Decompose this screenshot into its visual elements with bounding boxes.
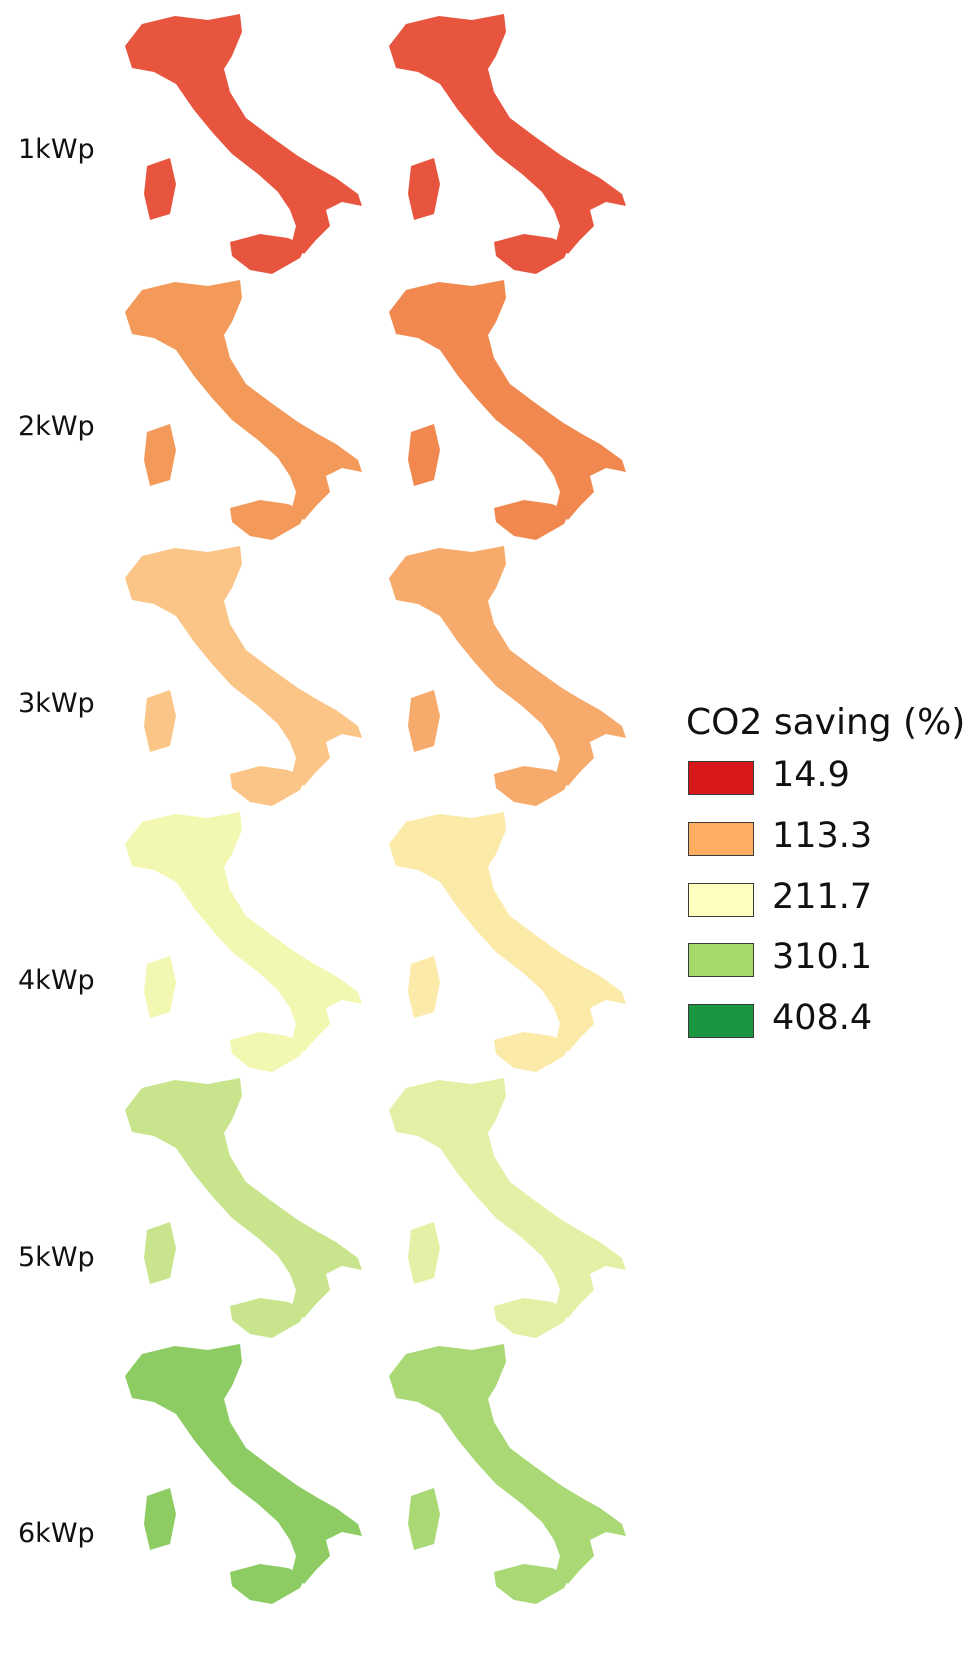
legend-value: 211.7: [772, 880, 872, 915]
italy-map-left-2: [125, 280, 362, 540]
italy-map-left-3: [125, 546, 362, 806]
italy-map-right-6: [389, 1344, 626, 1604]
row-label-4kwp: 4kWp: [18, 967, 95, 994]
italy-map-left-4: [125, 812, 362, 1072]
italy-map-right-2: [389, 280, 626, 540]
italy-map-right-4: [389, 812, 626, 1072]
italy-map-left-5: [125, 1078, 362, 1338]
row-label-6kwp: 6kWp: [18, 1520, 95, 1547]
legend-value: 310.1: [772, 940, 872, 975]
italy-map-left-1: [125, 14, 362, 274]
italy-map-right-5: [389, 1078, 626, 1338]
italy-map-right-1: [389, 14, 626, 274]
legend-value: 14.9: [772, 758, 850, 793]
row-label-3kwp: 3kWp: [18, 690, 95, 717]
row-label-1kwp: 1kWp: [18, 136, 95, 163]
legend-swatch: [688, 822, 754, 856]
legend: CO2 saving (%) 14.9 113.3 211.7 310.1 40…: [686, 705, 966, 741]
legend-swatch: [688, 1004, 754, 1038]
legend-swatch: [688, 761, 754, 795]
legend-title: CO2 saving (%): [686, 705, 966, 741]
legend-value: 408.4: [772, 1001, 872, 1036]
italy-map-right-3: [389, 546, 626, 806]
row-label-5kwp: 5kWp: [18, 1244, 95, 1271]
legend-swatch: [688, 883, 754, 917]
row-label-2kwp: 2kWp: [18, 413, 95, 440]
italy-map-left-6: [125, 1344, 362, 1604]
legend-swatch: [688, 943, 754, 977]
legend-value: 113.3: [772, 819, 872, 854]
